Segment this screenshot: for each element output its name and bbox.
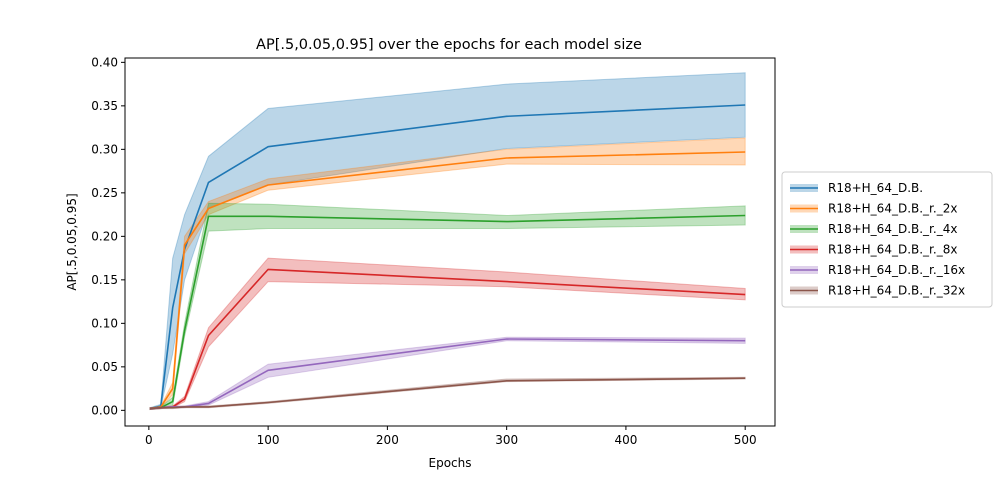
y-tick-label: 0.15 bbox=[91, 273, 118, 287]
x-axis: 0 100 200 300 400 500 bbox=[145, 426, 757, 447]
x-tick-label: 300 bbox=[495, 433, 518, 447]
legend-frame bbox=[781, 171, 993, 308]
y-axis-title: AP[.5,0.05,0.95] bbox=[65, 193, 79, 290]
series-band-5 bbox=[149, 336, 746, 411]
series-line-6 bbox=[149, 377, 746, 410]
series-band-1 bbox=[149, 72, 746, 411]
legend-label: R18+H_64_D.B._r._8x bbox=[828, 243, 957, 257]
x-axis-title: Epochs bbox=[429, 456, 472, 470]
y-tick-label: 0.35 bbox=[91, 99, 118, 113]
legend-label: R18+H_64_D.B._r._32x bbox=[828, 284, 965, 298]
x-tick-label: 400 bbox=[614, 433, 637, 447]
plot-frame bbox=[124, 57, 776, 427]
series-line-3 bbox=[149, 214, 746, 410]
y-tick-label: 0.00 bbox=[91, 403, 118, 417]
y-tick-label: 0.30 bbox=[91, 142, 118, 156]
legend-label: R18+H_64_D.B._r._16x bbox=[828, 263, 965, 277]
x-tick-label: 100 bbox=[257, 433, 280, 447]
y-tick-label: 0.25 bbox=[91, 186, 118, 200]
y-tick-label: 0.10 bbox=[91, 316, 118, 330]
x-tick-label: 200 bbox=[376, 433, 399, 447]
y-tick-label: 0.05 bbox=[91, 360, 118, 374]
y-tick-label: 0.40 bbox=[91, 55, 118, 69]
series-lines bbox=[149, 104, 746, 410]
x-tick-label: 0 bbox=[145, 433, 153, 447]
chart-title: AP[.5,0.05,0.95] over the epochs for eac… bbox=[256, 37, 642, 53]
x-tick-label: 500 bbox=[734, 433, 757, 447]
y-tick-label: 0.20 bbox=[91, 229, 118, 243]
legend: R18+H_64_D.B. R18+H_64_D.B._r._2x R18+H_64… bbox=[781, 171, 993, 308]
legend-label: R18+H_64_D.B._r._2x bbox=[828, 202, 957, 216]
legend-label: R18+H_64_D.B. bbox=[828, 181, 923, 195]
series-line-1 bbox=[149, 104, 746, 410]
legend-label: R18+H_64_D.B._r._4x bbox=[828, 222, 957, 236]
y-axis: 0.00 0.05 0.10 0.15 0.20 0.25 0.30 0.35 0.40 bbox=[91, 55, 125, 417]
series-line-2 bbox=[149, 151, 746, 410]
